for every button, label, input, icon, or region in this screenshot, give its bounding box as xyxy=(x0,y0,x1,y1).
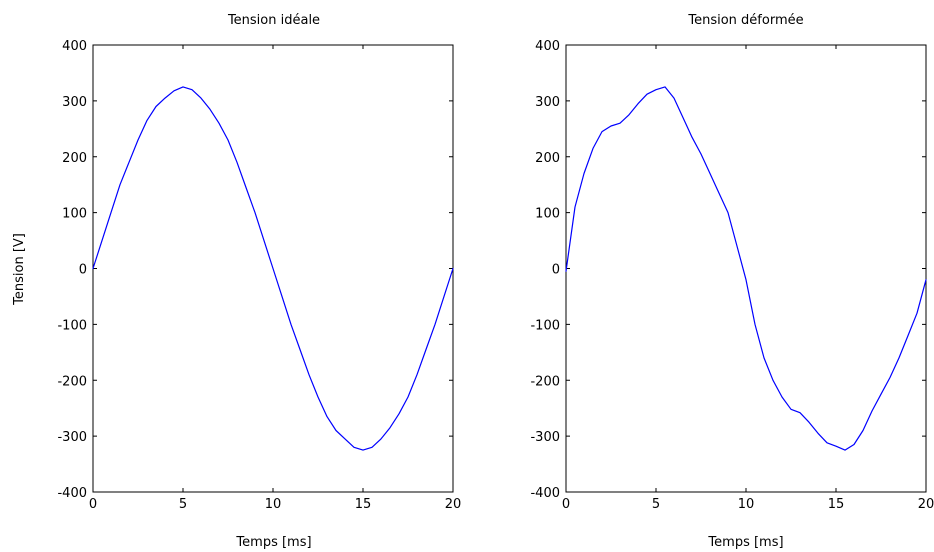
right-ytick-label: 300 xyxy=(535,95,560,110)
left-xtick-label: 5 xyxy=(179,497,187,512)
left-ytick-label: 300 xyxy=(62,95,87,110)
right-xtick-label: 15 xyxy=(828,497,845,512)
left-plot-xlabel: Temps [ms] xyxy=(235,535,311,550)
left-plot-marks: 0 5 10 15 20 400 300 200 100 0 -100 -200 -300 -400 xyxy=(57,39,461,512)
left-ytick-label: -400 xyxy=(57,486,87,501)
left-xtick-label: 20 xyxy=(445,497,462,512)
right-xtick-label: 5 xyxy=(652,497,660,512)
right-plot: Tension déformée Temps [ms] 0 5 10 15 20 400 3… xyxy=(530,13,934,550)
right-ytick-label: -200 xyxy=(530,374,560,389)
left-ytick-label: 400 xyxy=(62,39,87,54)
right-ytick-label: 100 xyxy=(535,207,560,222)
right-plot-xlabel: Temps [ms] xyxy=(707,535,783,550)
left-ytick-label: -100 xyxy=(57,318,87,333)
left-series-line xyxy=(92,86,454,451)
left-plot-title: Tension idéale xyxy=(227,13,320,28)
left-ytick-label: 200 xyxy=(62,151,87,166)
right-ytick-label: -100 xyxy=(530,318,560,333)
left-xtick-label: 15 xyxy=(355,497,372,512)
right-series-line xyxy=(565,86,927,451)
right-axes-box xyxy=(565,44,927,493)
right-ytick-label: 400 xyxy=(535,39,560,54)
right-ytick-label: -300 xyxy=(530,430,560,445)
left-ytick-label: 0 xyxy=(79,263,87,278)
right-xtick-label: 20 xyxy=(918,497,934,512)
right-xtick-label: 0 xyxy=(562,497,570,512)
left-ytick-label: -300 xyxy=(57,430,87,445)
right-ytick-label: -400 xyxy=(530,486,560,501)
left-plot-ylabel: Tension [V] xyxy=(12,233,27,306)
right-xtick-label: 10 xyxy=(738,497,755,512)
right-plot-marks: 0 5 10 15 20 400 300 200 100 0 -100 -200 -300 -400 xyxy=(530,39,934,512)
left-plot: Tension idéale Temps [ms] Tension [V] 0 5… xyxy=(12,13,461,550)
left-ytick-label: -200 xyxy=(57,374,87,389)
right-ytick-label: 0 xyxy=(552,263,560,278)
left-xtick-label: 0 xyxy=(89,497,97,512)
right-ytick-label: 200 xyxy=(535,151,560,166)
left-xtick-label: 10 xyxy=(265,497,282,512)
right-plot-title: Tension déformée xyxy=(687,13,803,28)
left-ytick-label: 100 xyxy=(62,207,87,222)
